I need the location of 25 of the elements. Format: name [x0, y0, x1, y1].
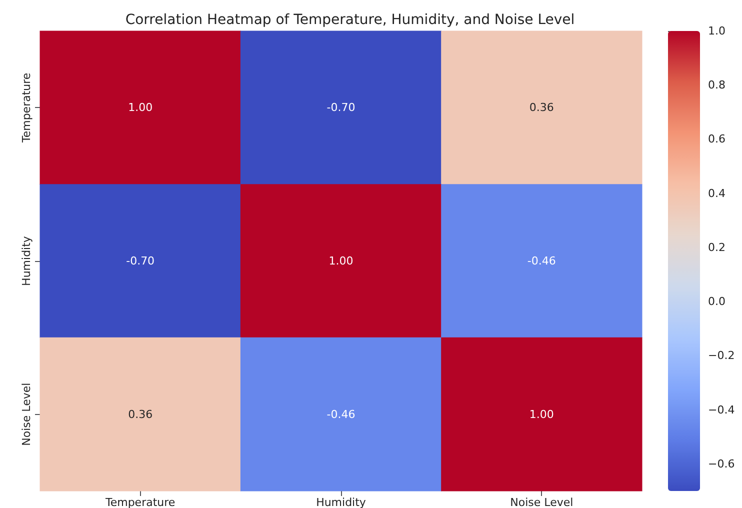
data-label: 0.36: [128, 408, 153, 421]
color-bar-label: 0.0: [708, 295, 726, 308]
y-tick-label: Temperature: [20, 72, 33, 144]
chart-title: Correlation Heatmap of Temperature, Humidity, and Noise Level: [125, 12, 575, 28]
color-bar-label: 1.0: [708, 24, 726, 38]
y-tick-label: Humidity: [20, 236, 33, 286]
color-bar-label: 0.6: [708, 132, 726, 146]
x-tick-label: Noise Level: [510, 496, 574, 508]
y-tick-label: Noise Level: [20, 382, 33, 446]
color-bar-label: 0.2: [708, 240, 726, 254]
data-label: -0.46: [326, 408, 356, 421]
color-bar-label: −0.6: [708, 457, 735, 470]
data-label: 1.00: [529, 408, 554, 421]
data-label: 1.00: [128, 101, 153, 114]
data-label: 1.00: [328, 254, 354, 268]
color-bar-label: −0.2: [708, 349, 735, 362]
data-label: -0.70: [126, 254, 155, 268]
data-label: -0.46: [527, 254, 556, 268]
color-bar-label: −0.4: [708, 403, 735, 416]
color-bar-label: 0.8: [708, 78, 726, 92]
x-tick-label: Humidity: [316, 496, 366, 508]
data-label: -0.70: [326, 101, 356, 114]
color-bar-label: 0.4: [708, 186, 726, 200]
x-tick-label: Temperature: [104, 496, 176, 508]
data-label: 0.36: [529, 101, 554, 114]
